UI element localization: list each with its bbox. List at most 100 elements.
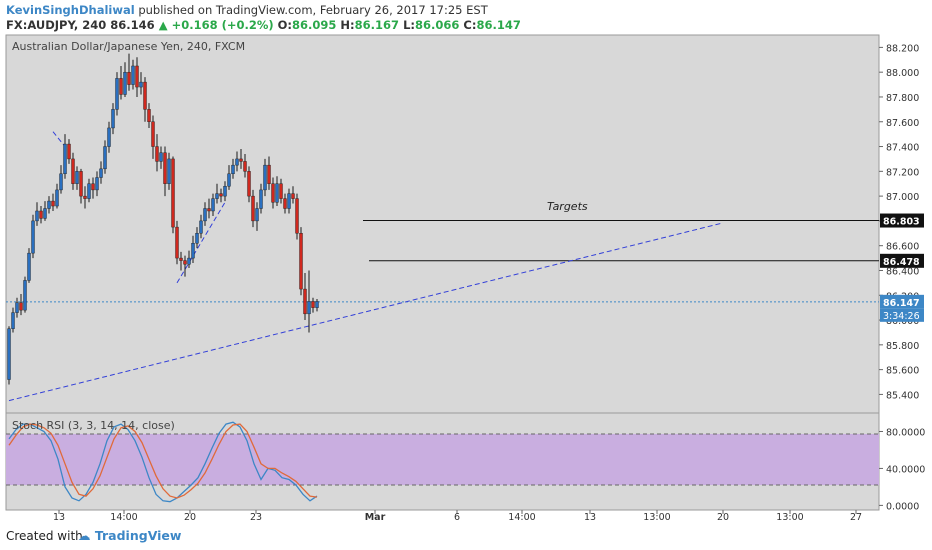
candle-body	[275, 183, 279, 203]
candle-body	[47, 200, 51, 209]
candle-body	[11, 312, 15, 329]
time-tick-label: 27	[850, 512, 862, 522]
candle-body	[147, 109, 151, 122]
candle-body	[143, 81, 147, 110]
candle-body	[131, 65, 135, 85]
candle-body	[71, 158, 75, 184]
open-label: O:	[277, 18, 293, 32]
candle-body	[175, 226, 179, 259]
candle-body	[51, 200, 55, 207]
close-label: C:	[463, 18, 477, 32]
trendline[interactable]	[52, 131, 66, 147]
time-tick-label: 14:00	[110, 512, 137, 522]
target-level-label: 86.478	[883, 257, 920, 268]
brand-name: TradingView	[94, 528, 182, 543]
publish-info: KevinSinghDhaliwal published on TradingV…	[6, 3, 488, 17]
time-tick-label: 20	[184, 512, 196, 522]
candle-body	[187, 257, 191, 265]
price-tick-label: 87.600	[886, 118, 919, 129]
candle-body	[287, 193, 291, 209]
candle-body	[67, 143, 71, 160]
candle-body	[95, 177, 99, 191]
price-tick-label: 87.200	[886, 167, 919, 178]
candle-body	[307, 301, 311, 315]
candle-body	[215, 193, 219, 199]
candle-body	[227, 173, 231, 187]
time-tick-label: 13	[584, 512, 596, 522]
trendline[interactable]	[8, 222, 722, 402]
tradingview-logo[interactable]: ☁ TradingView	[78, 528, 181, 543]
current-price-badge	[880, 294, 924, 309]
candle-body	[7, 328, 11, 380]
stoch-title: Stoch RSI (3, 3, 14, 14, close)	[12, 419, 175, 432]
candle-body	[23, 280, 27, 311]
candle-body	[239, 158, 243, 162]
trendlines[interactable]	[8, 131, 722, 402]
candle-body	[103, 146, 107, 170]
candle-body	[243, 161, 247, 172]
candle-body	[255, 208, 259, 222]
candle-body	[279, 183, 283, 199]
candle-body	[59, 173, 63, 191]
candle-body	[283, 198, 287, 209]
price-tick-label: 85.600	[886, 366, 919, 377]
time-tick-label: 6	[454, 512, 460, 522]
published-text: published on TradingView.com, February 2…	[134, 3, 488, 17]
candle-body	[75, 171, 79, 184]
time-tick-label: 20	[717, 512, 729, 522]
stoch-tick-label: 40.0000	[886, 464, 925, 475]
target-level-label: 86.803	[883, 217, 920, 228]
candle-body	[135, 65, 139, 88]
author-link[interactable]: KevinSinghDhaliwal	[6, 3, 135, 17]
candle-body	[151, 121, 155, 147]
candle-body	[163, 152, 167, 184]
target-level-badge	[880, 253, 924, 268]
candle-body	[35, 210, 39, 222]
candle-body	[219, 193, 223, 197]
chart-header: KevinSinghDhaliwal published on TradingV…	[0, 0, 932, 34]
countdown-label: 3:34:26	[883, 311, 920, 322]
candle-body	[87, 183, 91, 199]
target-levels: 86.803 86.478 86.147 3:34:26	[6, 213, 924, 322]
candle-body	[127, 71, 131, 85]
candle-body	[99, 168, 103, 178]
time-axis[interactable]: 13 14:00 20 23 Mar 6 14:00 13 13:00 20 13:00 27	[53, 510, 862, 522]
candle-body	[235, 158, 239, 166]
footer: Created with ☁ TradingView	[0, 522, 932, 550]
countdown-badge	[880, 308, 924, 322]
stoch-tick-label: 0.0000	[886, 501, 919, 512]
candle-body	[183, 260, 187, 265]
candle-body	[203, 208, 207, 222]
price-tick-label: 87.400	[886, 143, 919, 154]
open-value: 86.095	[292, 18, 337, 32]
candle-body	[79, 171, 83, 197]
candle-body	[179, 257, 183, 261]
candle-body	[263, 164, 267, 191]
target-level-badge	[880, 213, 924, 228]
candle-body	[111, 109, 115, 129]
candle-body	[91, 183, 95, 191]
candle-body	[15, 302, 19, 313]
candle-body	[191, 243, 195, 259]
low-value: 86.066	[415, 18, 460, 32]
candle-body	[311, 301, 315, 308]
price-tick-label: 87.800	[886, 93, 919, 104]
chart-canvas[interactable]: 88.200 88.000 87.800 87.600 87.400 87.200 87.0…	[0, 0, 932, 522]
candle-body	[315, 301, 319, 308]
candle-body	[19, 302, 23, 311]
created-with-text: Created with	[6, 529, 83, 543]
candle-body	[115, 78, 119, 110]
stoch-axis[interactable]: 80.0000 40.0000 0.0000	[879, 427, 925, 512]
targets-annotation: Targets	[547, 200, 588, 213]
candle-body	[119, 78, 123, 95]
candle-body	[267, 164, 271, 184]
candle-body	[207, 208, 211, 212]
candle-body	[303, 288, 307, 315]
price-pane[interactable]	[5, 34, 880, 414]
candle-body	[83, 195, 87, 199]
candle-body	[295, 198, 299, 234]
candle-body	[155, 146, 159, 162]
candle-body	[271, 183, 275, 203]
candle-body	[211, 198, 215, 212]
candle-body	[55, 189, 59, 207]
